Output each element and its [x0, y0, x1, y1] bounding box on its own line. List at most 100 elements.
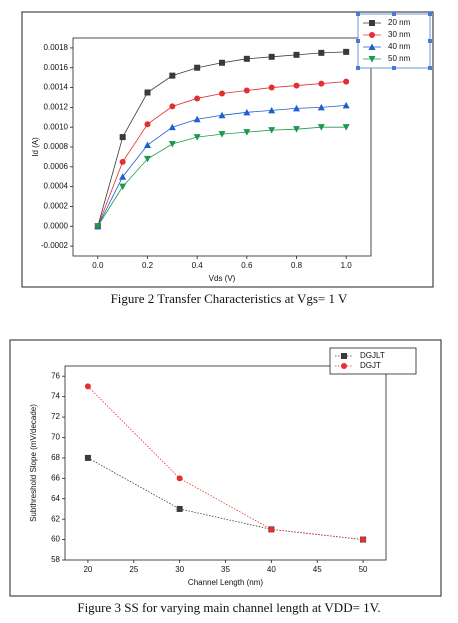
x-tick-label: 1.0 — [341, 261, 353, 270]
y-tick-label: 0.0008 — [44, 142, 69, 151]
marker — [369, 32, 375, 38]
x-axis-label: Channel Length (nm) — [188, 578, 263, 587]
legend-box — [329, 347, 417, 375]
series-line — [97, 104, 347, 227]
marker — [119, 173, 127, 180]
legend-label: DGJT — [360, 361, 381, 370]
x-tick-label: 50 — [359, 565, 368, 574]
marker — [193, 115, 201, 123]
series-line — [97, 51, 347, 227]
marker — [293, 126, 300, 133]
marker — [144, 141, 151, 149]
y-tick-label: 60 — [51, 535, 60, 544]
marker — [243, 87, 250, 94]
legend-label: 30 nm — [388, 30, 411, 39]
y-tick-label: 0.0016 — [44, 63, 69, 72]
y-tick-label: 76 — [51, 371, 60, 380]
x-tick-label: 20 — [83, 565, 92, 574]
x-tick-label: 25 — [129, 565, 138, 574]
x-tick-label: 30 — [175, 565, 184, 574]
selection-handle — [392, 12, 396, 16]
x-tick-label: 0.2 — [142, 261, 154, 270]
y-tick-label: 0.0000 — [44, 221, 69, 230]
y-tick-label: 66 — [51, 473, 60, 482]
marker — [168, 123, 176, 131]
selection-handle — [428, 39, 432, 43]
marker — [293, 104, 300, 112]
marker — [144, 155, 151, 163]
marker — [169, 72, 176, 79]
series-line — [87, 457, 364, 540]
selection-handle — [356, 39, 360, 43]
marker — [144, 121, 151, 128]
x-tick-label: 0.8 — [291, 261, 303, 270]
series-line — [97, 126, 347, 227]
marker — [342, 124, 350, 131]
y-axis-label: Id (A) — [31, 137, 40, 157]
figure-caption: Figure 3 SS for varying main channel len… — [77, 600, 380, 615]
marker — [343, 78, 350, 85]
x-tick-label: 35 — [221, 565, 230, 574]
y-tick-label: 0.0012 — [44, 102, 69, 111]
legend-label: DGJLT — [360, 351, 385, 360]
marker — [268, 106, 276, 114]
marker — [369, 20, 375, 26]
marker — [293, 82, 300, 89]
marker — [119, 134, 126, 141]
y-tick-label: 0.0002 — [44, 202, 69, 211]
series-line — [87, 386, 364, 540]
marker — [293, 51, 300, 58]
y-tick-label: 74 — [51, 392, 60, 401]
marker — [119, 158, 126, 165]
marker — [176, 505, 183, 512]
y-tick-label: 62 — [51, 514, 60, 523]
x-tick-label: 40 — [267, 565, 276, 574]
marker — [193, 134, 201, 141]
marker — [219, 90, 225, 97]
marker — [243, 55, 250, 62]
y-tick-label: 0.0006 — [44, 162, 69, 171]
selection-handle — [428, 12, 432, 16]
y-tick-label: 72 — [51, 412, 60, 421]
plot-area — [72, 37, 372, 257]
marker — [268, 526, 275, 533]
legend-label: 50 nm — [388, 54, 411, 63]
marker — [317, 124, 325, 131]
figure-caption: Figure 2 Transfer Characteristics at Vgs… — [111, 291, 348, 306]
marker — [341, 363, 347, 369]
marker — [194, 95, 201, 102]
y-tick-label: 58 — [51, 555, 60, 564]
marker — [194, 64, 201, 71]
plot-area — [64, 365, 387, 561]
x-tick-label: 0.4 — [192, 261, 204, 270]
marker — [243, 108, 251, 116]
marker — [268, 84, 275, 91]
x-axis-label: Vds (V) — [209, 274, 236, 283]
marker — [94, 223, 102, 230]
x-tick-label: 0.0 — [92, 261, 104, 270]
marker — [84, 454, 91, 461]
marker — [218, 111, 226, 119]
marker — [368, 56, 376, 63]
y-tick-label: 0.0004 — [44, 182, 69, 191]
marker — [119, 183, 127, 191]
y-tick-label: 0.0014 — [44, 83, 69, 92]
marker — [169, 103, 176, 110]
marker — [219, 59, 225, 66]
y-tick-label: 68 — [51, 453, 60, 462]
marker — [218, 131, 226, 138]
x-tick-label: 0.6 — [241, 261, 253, 270]
marker — [268, 53, 275, 60]
marker — [144, 89, 151, 96]
selection-handle — [356, 66, 360, 70]
marker — [84, 383, 91, 390]
y-tick-label: -0.0002 — [41, 241, 69, 250]
legend-label: 20 nm — [388, 18, 411, 27]
y-tick-label: 70 — [51, 433, 60, 442]
marker — [342, 101, 350, 109]
x-tick-label: 45 — [313, 565, 322, 574]
marker — [318, 49, 325, 56]
y-tick-label: 64 — [51, 494, 60, 503]
series-line — [97, 81, 347, 227]
